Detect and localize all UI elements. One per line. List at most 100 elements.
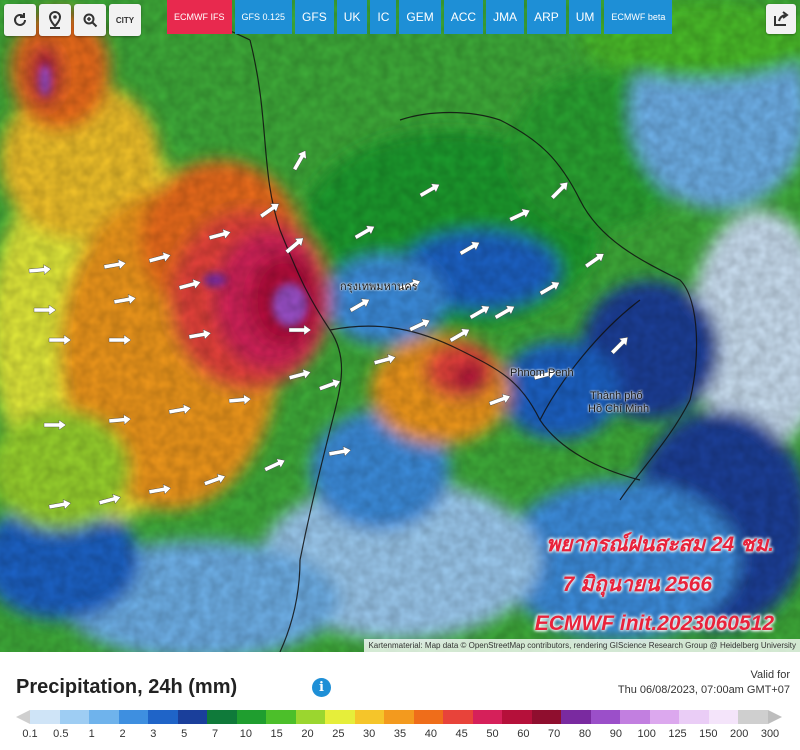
scale-cell	[561, 710, 591, 724]
scale-cell	[590, 710, 621, 724]
model-tab-um[interactable]: UM	[568, 0, 602, 34]
place-label-hcmc-1: Thành phố	[590, 390, 643, 402]
wind-arrow-icon	[113, 294, 137, 305]
scale-tick-label: 35	[393, 728, 407, 740]
scale-tick-label: 50	[486, 728, 499, 740]
scale-cells	[30, 710, 768, 724]
scale-tick-label: 80	[578, 728, 592, 740]
model-label: ECMWF IFS	[174, 11, 225, 22]
model-tab-ic[interactable]: IC	[370, 0, 397, 34]
model-label: ECMWF beta	[611, 11, 666, 22]
model-label: JMA	[493, 9, 518, 24]
scale-cell	[502, 710, 532, 724]
model-label: ACC	[450, 9, 477, 24]
wind-arrow-icon	[328, 446, 352, 457]
scale-tick-label: 1	[88, 728, 95, 740]
wind-arrow-icon	[168, 404, 192, 415]
scale-cell	[30, 710, 60, 724]
scale-tick-label: 3	[150, 728, 157, 740]
zoom-icon[interactable]	[74, 4, 106, 36]
model-tab-acc[interactable]: ACC	[443, 0, 484, 34]
model-tab-ecmwf-ifs[interactable]: ECMWF IFS	[167, 0, 232, 34]
model-tab-jma[interactable]: JMA	[486, 0, 525, 34]
model-tab-arp[interactable]: ARP	[527, 0, 566, 34]
valid-label: Valid for	[750, 669, 790, 681]
wind-arrow-icon	[188, 329, 212, 340]
model-tab-gfs[interactable]: GFS	[295, 0, 334, 34]
wind-arrow-icon	[178, 278, 201, 291]
model-label: GFS	[302, 9, 327, 24]
place-label-bangkok: กรุงเทพมหานคร	[340, 281, 418, 293]
scale-tick-label: 60	[517, 728, 530, 740]
weather-map[interactable]: CITY ECMWF IFS GFS 0.125 GFS UK IC GEM A…	[0, 0, 800, 652]
wind-arrow-icon	[43, 419, 67, 431]
scale-tick-label: 70	[548, 728, 561, 740]
scale-tick-labels: 0.1 0.5 1 2 3 5 7 10 15 20 25 30 35 40 45 50 60 70 80 90 100…	[0, 728, 800, 744]
wind-arrow-icon	[208, 228, 231, 241]
wind-arrow-icon	[508, 208, 531, 222]
wind-arrow-icon	[292, 150, 307, 171]
map-toolbar: CITY	[4, 4, 141, 36]
wind-arrow-icon	[148, 251, 171, 264]
wind-arrow-icon	[288, 324, 312, 336]
wind-arrow-icon	[259, 203, 280, 219]
overlay-init: ECMWF init.2023060512	[534, 612, 774, 635]
wind-arrow-icon	[108, 334, 132, 346]
wind-arrow-icon	[459, 241, 480, 256]
wind-arrow-icon	[610, 336, 629, 355]
scale-tick-label: 20	[301, 728, 314, 740]
scale-tick-label: 10	[239, 728, 252, 740]
scale-tick-label: 45	[455, 728, 468, 740]
legend-panel: Precipitation, 24h (mm) i Valid for Thu …	[0, 652, 800, 750]
wind-arrow-icon	[488, 393, 511, 406]
scale-tick-label: 7	[211, 728, 219, 740]
scale-cell	[531, 710, 562, 724]
share-icon[interactable]	[766, 4, 796, 34]
place-label-phnom-penh: Phnom Penh	[510, 367, 574, 379]
scale-left-arrow	[16, 710, 30, 724]
scale-cell	[384, 710, 414, 724]
scale-tick-label: 300	[760, 728, 780, 740]
scale-cell	[738, 710, 768, 724]
model-tab-uk[interactable]: UK	[336, 0, 368, 34]
valid-time: Valid for Thu 06/08/2023, 07:00am GMT+07	[618, 668, 790, 698]
scale-cell	[649, 710, 680, 724]
wind-arrow-icon	[550, 181, 569, 200]
scale-cell	[413, 710, 444, 724]
scale-cell	[708, 710, 739, 724]
wind-arrow-icon	[103, 259, 127, 270]
scale-tick-label: 2	[119, 728, 126, 740]
scale-cell	[236, 710, 267, 724]
scale-tick-label: 15	[270, 728, 283, 740]
place-label-hcmc-2: Hồ Chí Minh	[588, 403, 650, 415]
wind-arrow-icon	[408, 318, 431, 332]
wind-arrow-icon	[494, 305, 515, 320]
wind-arrow-icon	[108, 414, 132, 426]
scale-cell	[325, 710, 355, 724]
refresh-icon[interactable]	[4, 4, 36, 36]
city-labels-toggle[interactable]: CITY	[109, 4, 141, 36]
wind-arrow-icon	[228, 394, 252, 406]
overlay-title: พยากรณ์ฝนสะสม 24 ชม.	[546, 533, 774, 556]
scale-cell	[354, 710, 385, 724]
model-tab-gem[interactable]: GEM	[399, 0, 441, 34]
location-pin-icon[interactable]	[39, 4, 71, 36]
wind-arrow-icon	[584, 253, 605, 269]
wind-arrow-icon	[288, 368, 311, 381]
info-icon[interactable]: i	[312, 678, 331, 697]
model-tab-ecmwf-beta[interactable]: ECMWF beta	[604, 0, 673, 34]
wind-arrow-icon	[263, 458, 286, 472]
legend-title: Precipitation, 24h (mm)	[16, 676, 238, 698]
city-label: CITY	[115, 15, 135, 25]
wind-arrow-icon	[419, 183, 440, 198]
map-attribution: Kartenmaterial: Map data © OpenStreetMap…	[364, 639, 800, 652]
model-selector: ECMWF IFS GFS 0.125 GFS UK IC GEM ACC JM…	[167, 0, 673, 34]
scale-tick-label: 30	[363, 728, 376, 740]
precipitation-layer	[0, 0, 800, 652]
scale-cell	[679, 710, 709, 724]
scale-cell	[620, 710, 650, 724]
scale-cell	[443, 710, 473, 724]
model-tab-gfs-0125[interactable]: GFS 0.125	[234, 0, 293, 34]
scale-tick-label: 125	[668, 728, 687, 740]
wind-arrow-icon	[28, 264, 52, 276]
